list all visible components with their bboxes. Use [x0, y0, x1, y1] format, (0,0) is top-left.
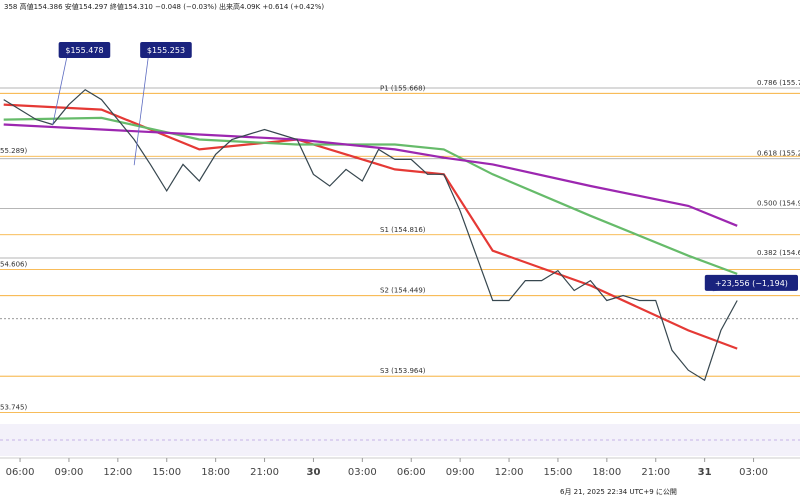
level-label: S3 (153.964): [380, 367, 426, 375]
x-tick-label: 21:00: [641, 467, 670, 478]
annotation-box: [704, 274, 798, 291]
level-label: 0.500 (154.975): [757, 199, 800, 207]
annotation-text: $155.478: [65, 46, 103, 55]
header: 358 高値154.386 安値154.297 終値154.310 −0.048…: [4, 2, 324, 11]
level-label: S2 (154.449): [380, 287, 426, 295]
annotation-pointer: [133, 57, 149, 166]
x-tick-label: 18:00: [592, 467, 621, 478]
x-tick-label: 06:00: [397, 467, 426, 478]
annotation-pointer: [52, 57, 68, 126]
series-line: [3, 116, 738, 275]
x-tick-label: 12:00: [495, 467, 524, 478]
x-tick-label: 09:00: [446, 467, 475, 478]
published: 6月 21, 2025 22:34 UTC+9 に公開: [560, 488, 677, 496]
level-label: 53.745): [0, 404, 27, 412]
level-label: 0.382 (154.676): [757, 249, 800, 257]
level-label: 0.786 (155.7): [757, 79, 800, 87]
x-tick-label: 31: [698, 467, 712, 478]
x-tick-label: 15:00: [152, 467, 181, 478]
level-label: P1 (155.668): [380, 84, 426, 92]
level-label: 0.618 (155.274): [757, 150, 800, 158]
annotation-text: $155.253: [147, 46, 185, 55]
x-tick-label: 03:00: [739, 467, 768, 478]
x-tick-label: 18:00: [201, 467, 230, 478]
level-label: 55.289): [0, 147, 27, 155]
annotation-box: [58, 42, 111, 58]
x-tick-label: 21:00: [250, 467, 279, 478]
x-tick-label: 30: [306, 467, 320, 478]
level-label: 54.606): [0, 261, 27, 269]
x-tick-label: 03:00: [348, 467, 377, 478]
annotation-box: [140, 42, 192, 58]
x-tick-label: 15:00: [544, 467, 573, 478]
level-label: S1 (154.816): [380, 226, 426, 234]
x-tick-label: 12:00: [103, 467, 132, 478]
annotation-text: +23,556 (−1,194): [715, 279, 788, 288]
x-axis: 06:00 09:00 12:00 15:00 18:00 21:00 30 03:00 06:…: [6, 458, 768, 478]
x-tick-label: 09:00: [55, 467, 84, 478]
series-line: [3, 88, 738, 382]
x-tick-label: 06:00: [6, 467, 35, 478]
series-line: [3, 123, 738, 227]
